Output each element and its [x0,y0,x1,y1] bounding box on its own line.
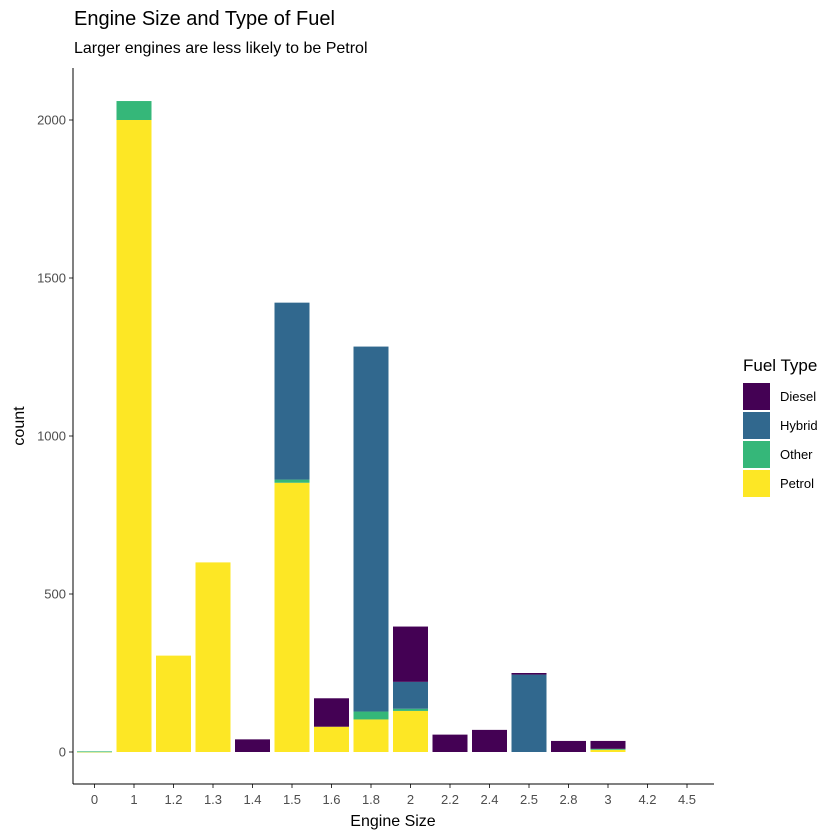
bar-hybrid-1-8 [353,346,389,712]
x-tick-label: 1.6 [322,792,340,807]
y-tick-label: 0 [59,745,66,760]
bar-other-1-5 [274,479,310,483]
bar-hybrid-1-5 [274,302,310,480]
x-tick-label: 1.3 [204,792,222,807]
x-tick-label: 4.2 [638,792,656,807]
bar-diesel-2 [393,626,428,682]
bar-other-1-8 [353,711,389,720]
chart-subtitle: Larger engines are less likely to be Pet… [74,40,368,57]
legend-label-hybrid: Hybrid [780,418,818,433]
y-tick-label: 2000 [37,113,66,128]
legend-swatch-other [743,441,770,468]
bar-diesel-2-5 [511,673,547,675]
bar-petrol-1-8 [353,719,389,752]
bar-other-3 [590,748,626,750]
bar-petrol-2 [393,710,428,752]
x-axis-title: Engine Size [350,813,435,830]
x-tick-label: 3 [604,792,611,807]
x-tick-label: 1.5 [283,792,301,807]
x-tick-label: 2.8 [559,792,577,807]
x-tick-label: 1.4 [243,792,261,807]
bar-diesel-2-4 [472,729,507,752]
bar-diesel-2-8 [551,740,586,752]
chart-title: Engine Size and Type of Fuel [74,8,335,30]
y-tick-label: 500 [44,587,66,602]
bar-diesel-1-6 [314,698,349,727]
bar-petrol-1-2 [156,655,191,752]
bar-petrol-1-3 [195,562,231,752]
x-tick-label: 1.8 [362,792,380,807]
x-tick-label: 2 [407,792,414,807]
legend-swatch-hybrid [743,412,770,439]
bar-other-2 [393,708,428,711]
legend-label-petrol: Petrol [780,476,814,491]
bar-petrol-1-6 [314,726,349,752]
bar-other-0 [77,751,112,753]
legend: Fuel Type Diesel Hybrid Other Petrol [743,356,818,497]
bar-diesel-3 [590,740,626,749]
bar-petrol-3 [590,749,626,752]
x-tick-label: 2.2 [441,792,459,807]
legend-swatch-petrol [743,470,770,497]
y-tick-label: 1500 [37,271,66,286]
bar-hybrid-2-5 [511,674,547,752]
legend-swatch-diesel [743,383,770,410]
bar-diesel-2-2 [432,734,468,752]
x-tick-label: 0 [91,792,98,807]
y-tick-label: 1000 [37,429,66,444]
bar-diesel-1-4 [235,739,270,752]
x-tick-label: 2.4 [480,792,498,807]
bar-petrol-1 [116,120,152,752]
x-tick-label: 1.2 [164,792,182,807]
x-tick-label: 1 [130,792,137,807]
x-tick-label: 2.5 [520,792,538,807]
legend-label-diesel: Diesel [780,389,816,404]
bar-petrol-1-5 [274,482,310,752]
plot-area: 0 500 1000 1500 2000 0 1 1.2 1.3 1.4 1.5 1.6 1.8 2 2.2… [37,101,696,807]
y-axis-title: count [11,406,28,446]
bar-hybrid-2 [393,681,428,709]
x-tick-label: 4.5 [678,792,696,807]
bar-other-1 [116,101,152,120]
legend-title: Fuel Type [743,356,817,375]
legend-label-other: Other [780,447,813,462]
